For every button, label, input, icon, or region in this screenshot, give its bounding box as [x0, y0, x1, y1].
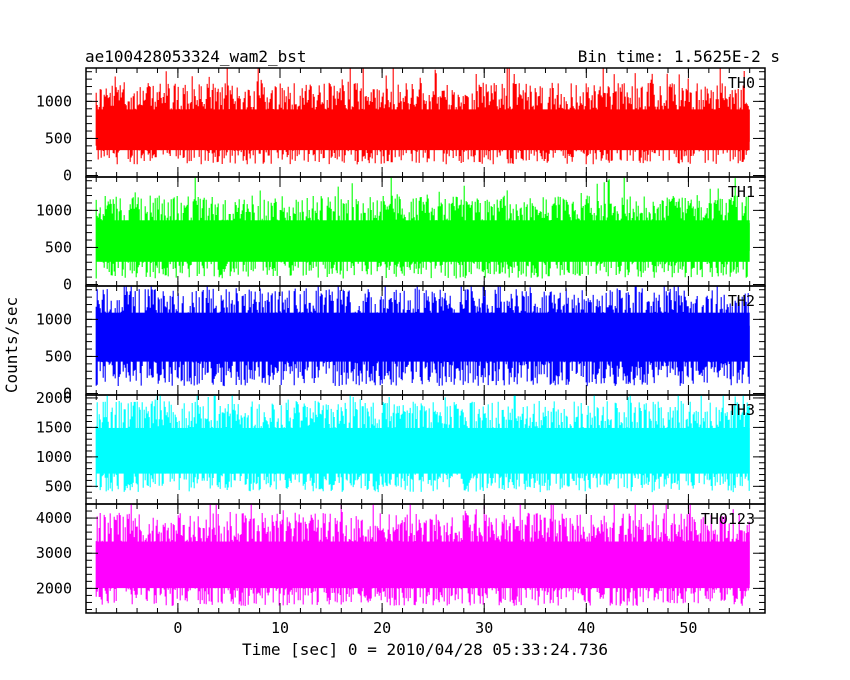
- series-line-th1: [95, 177, 750, 279]
- panel-th0123: 2000 3000 4000 TH0123: [36, 503, 766, 614]
- series-line-th0: [95, 68, 750, 165]
- y-tick-label: 1000: [36, 448, 72, 466]
- panel-label-th3: TH3: [728, 401, 755, 419]
- y-tick-label: 1000: [36, 201, 72, 219]
- series-line-th2: [95, 286, 750, 387]
- y-tick-label: 1500: [36, 418, 72, 436]
- x-axis-label: Time [sec] 0 = 2010/04/28 05:33:24.736: [242, 640, 608, 659]
- y-axis-label: Counts/sec: [2, 297, 21, 393]
- panel-label-th2: TH2: [728, 292, 755, 310]
- y-tick-label: 500: [45, 238, 72, 256]
- y-tick-label: 4000: [36, 509, 72, 527]
- panel-th1: 0 500 1000 TH1: [36, 176, 766, 294]
- y-tick-label: 0: [63, 167, 72, 185]
- panel-th3: 500 1000 1500 2000 TH3: [36, 389, 766, 505]
- y-tick-label: 2000: [36, 579, 72, 597]
- x-tick-label: 40: [577, 619, 595, 637]
- panel-th0: 0 500 1000 TH0: [36, 67, 766, 185]
- panel-label-th1: TH1: [728, 183, 755, 201]
- x-tick-label: 10: [271, 619, 289, 637]
- x-tick-label: 20: [373, 619, 391, 637]
- y-tick-label: 0: [63, 385, 72, 403]
- panel-label-th0: TH0: [728, 74, 755, 92]
- y-tick-label: 500: [45, 477, 72, 495]
- y-tick-label: 1000: [36, 92, 72, 110]
- panel-frame: [85, 503, 766, 614]
- y-tick-label: 500: [45, 129, 72, 147]
- x-tick-label: 30: [475, 619, 493, 637]
- x-tick-label: 50: [679, 619, 697, 637]
- panels-group: 05001000TH005001000TH105001000TH25001000…: [36, 67, 766, 637]
- y-tick-label: 2000: [36, 389, 72, 407]
- series-line-th0123: [95, 504, 750, 606]
- panel-label-th0123: TH0123: [701, 510, 755, 528]
- y-tick-label: 0: [63, 276, 72, 294]
- x-tick-label: 0: [173, 619, 182, 637]
- panel-th2: 0 500 1000 TH2: [36, 285, 766, 403]
- y-tick-label: 3000: [36, 544, 72, 562]
- bin-time-label: Bin time: 1.5625E-2 s: [578, 47, 780, 66]
- chart-title: ae100428053324_wam2_bst: [85, 47, 307, 66]
- y-tick-label: 1000: [36, 310, 72, 328]
- y-tick-label: 500: [45, 347, 72, 365]
